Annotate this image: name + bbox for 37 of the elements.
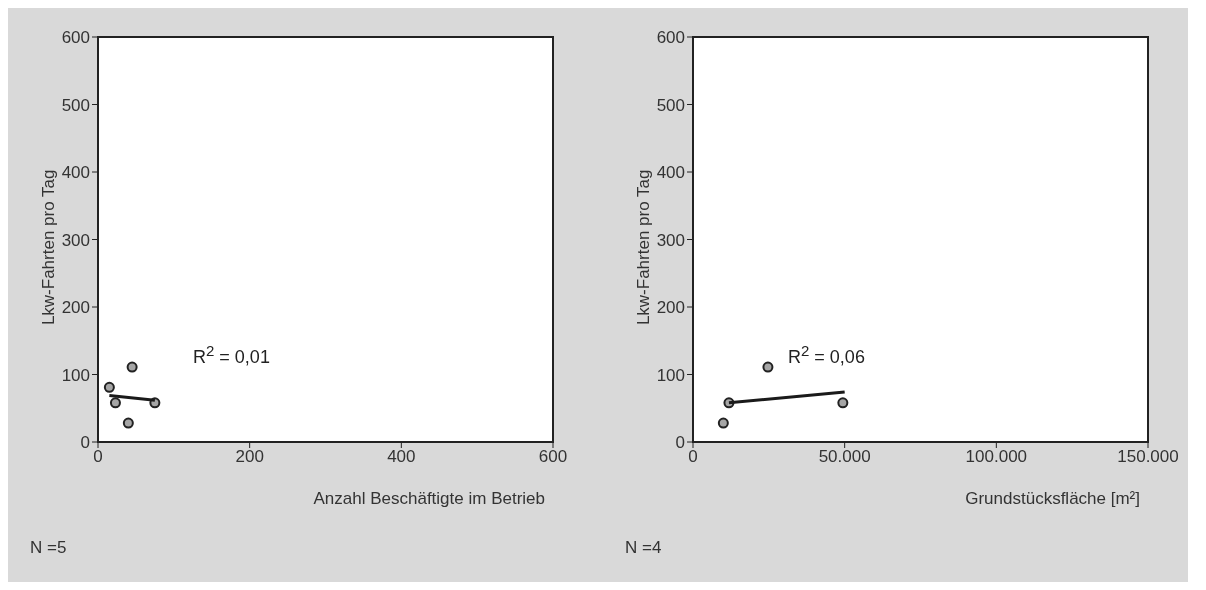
annotation: R$^{2}$ = 0,06 <box>788 342 865 368</box>
point <box>103 381 115 393</box>
annotation: R$^{2}$ = 0,01 <box>193 342 270 368</box>
y-axis-title: Lkw-Fahrten pro Tag <box>634 169 654 326</box>
point <box>837 397 849 409</box>
y-tick-label: 0 <box>675 433 685 453</box>
x-tick-label: 200 <box>235 447 264 467</box>
y-tick-label: 200 <box>61 298 90 318</box>
x-tick-label: 0 <box>93 447 103 467</box>
y-tick-label: 400 <box>61 163 90 183</box>
point <box>109 397 121 409</box>
x-tick-label: 0 <box>688 447 698 467</box>
x-tick-label: 50.000 <box>818 447 871 467</box>
y-tick-label: 500 <box>656 95 685 115</box>
x-axis-title: Anzahl Beschäftigte im Betrieb <box>313 489 545 508</box>
y-tick-label: 100 <box>61 365 90 385</box>
y-tick-label: 400 <box>656 163 685 183</box>
x-axis-title: Grundstücksfläche [m²] <box>965 489 1140 508</box>
x-tick-label: 100.000 <box>965 447 1028 467</box>
y-tick-label: 600 <box>656 28 685 48</box>
point <box>717 417 729 429</box>
y-tick-label: 500 <box>61 95 90 115</box>
y-tick-label: 200 <box>656 298 685 318</box>
point <box>126 361 138 373</box>
x-tick-label: 150.000 <box>1117 447 1179 467</box>
y-tick-label: 300 <box>656 230 685 250</box>
x-tick-label: 400 <box>387 447 416 467</box>
point <box>762 361 774 373</box>
point <box>122 417 134 429</box>
text: N =4 <box>625 538 662 558</box>
y-tick-label: 0 <box>80 433 90 453</box>
y-axis-title: Lkw-Fahrten pro Tag <box>39 169 59 326</box>
x-tick-label: 600 <box>538 447 568 467</box>
y-tick-label: 100 <box>656 365 685 385</box>
y-tick-label: 300 <box>61 230 90 250</box>
text: N =5 <box>30 538 67 558</box>
y-tick-label: 600 <box>61 28 90 48</box>
